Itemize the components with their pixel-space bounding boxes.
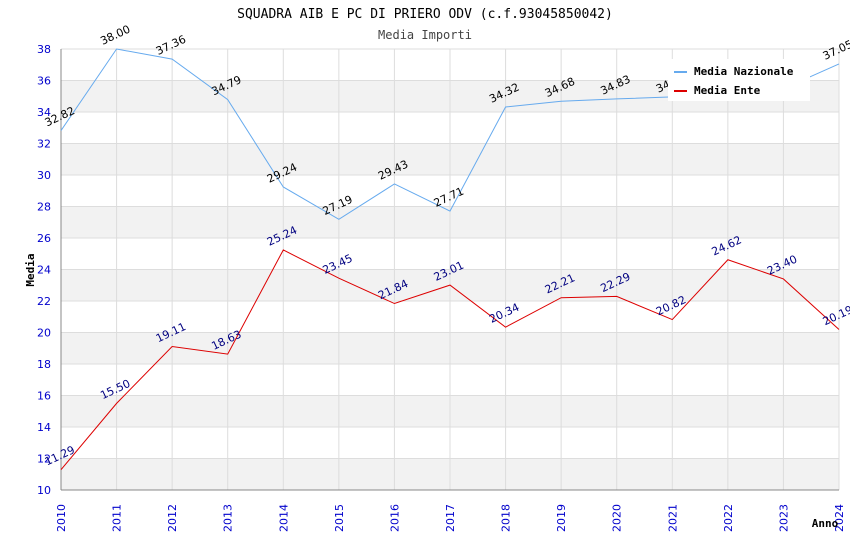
y-tick-label: 36 [37, 75, 51, 88]
x-tick-labels: 2010 2011 2012 2013 2014 2015 2016 2017 2018 2019… [55, 504, 846, 532]
data-label-media-nazionale: 37.05 [821, 38, 850, 63]
y-tick-label: 10 [37, 484, 51, 497]
y-tick-label: 14 [37, 421, 51, 434]
x-tick-label: 2023 [777, 504, 790, 532]
chart-title: SQUADRA AIB E PC DI PRIERO ODV (c.f.9304… [237, 7, 613, 22]
legend-label-media-ente: Media Ente [694, 84, 761, 97]
y-tick-label: 30 [37, 169, 51, 182]
x-tick-label: 2014 [277, 504, 290, 532]
x-tick-label: 2015 [333, 504, 346, 532]
legend-box [668, 59, 810, 101]
x-tick-label: 2012 [166, 504, 179, 532]
y-tick-label: 24 [37, 264, 51, 277]
y-tick-label: 34 [37, 106, 51, 119]
y-tick-label: 16 [37, 390, 51, 403]
y-axis-title: Media [24, 253, 37, 286]
x-tick-label: 2018 [500, 504, 513, 532]
y-tick-label: 12 [37, 453, 51, 466]
axes [60, 49, 839, 491]
x-tick-label: 2013 [222, 504, 235, 532]
y-tick-labels: 10 12 14 16 18 20 22 24 26 28 30 32 34 36 38 [37, 43, 51, 497]
x-tick-label: 2021 [666, 504, 679, 532]
data-label-media-ente: 20.19 [821, 303, 850, 328]
y-tick-label: 28 [37, 201, 51, 214]
y-tick-label: 26 [37, 232, 51, 245]
x-tick-label: 2011 [111, 504, 124, 532]
x-tick-label: 2010 [55, 504, 68, 532]
x-axis-title: Anno [812, 517, 839, 530]
y-tick-label: 20 [37, 327, 51, 340]
x-tick-label: 2020 [611, 504, 624, 532]
data-label-media-ente: 20.34 [487, 301, 521, 326]
legend: Media Nazionale Media Ente [668, 59, 810, 101]
y-tick-label: 18 [37, 358, 51, 371]
series-line-media-ente [60, 249, 840, 471]
x-tick-label: 2019 [555, 504, 568, 532]
x-tick-label: 2024 [833, 504, 846, 532]
data-label-media-nazionale: 37.36 [154, 33, 188, 58]
chart-subtitle: Media Importi [378, 28, 472, 42]
legend-label-media-nazionale: Media Nazionale [694, 65, 794, 78]
x-tick-label: 2017 [444, 504, 457, 532]
y-tick-label: 38 [37, 43, 51, 56]
data-label-media-nazionale: 38.00 [98, 23, 132, 48]
x-tick-label: 2022 [722, 504, 735, 532]
x-tick-label: 2016 [388, 504, 401, 532]
y-tick-label: 22 [37, 295, 51, 308]
y-tick-label: 32 [37, 138, 51, 151]
